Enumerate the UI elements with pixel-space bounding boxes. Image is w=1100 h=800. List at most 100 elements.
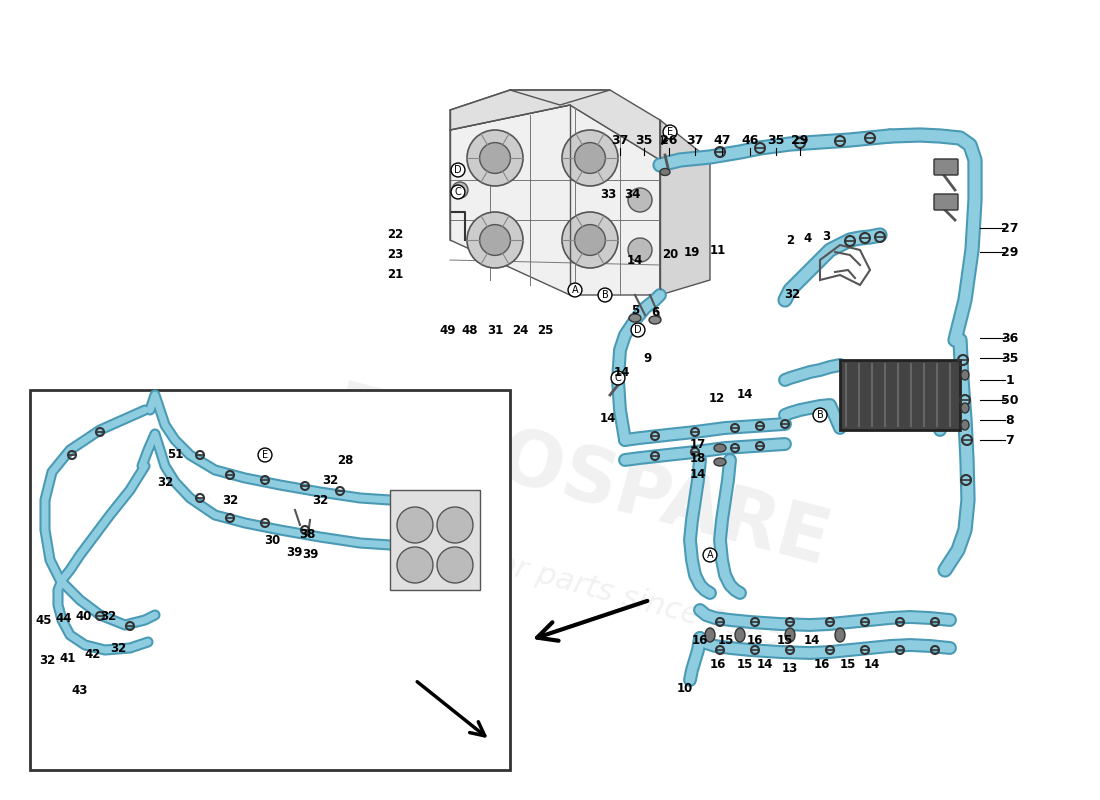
- Ellipse shape: [735, 628, 745, 642]
- Text: 22: 22: [387, 229, 403, 242]
- Text: 32: 32: [157, 477, 173, 490]
- Text: 46: 46: [741, 134, 759, 146]
- Text: 8: 8: [1005, 414, 1014, 426]
- Text: 37: 37: [612, 134, 629, 146]
- Text: 21: 21: [387, 269, 403, 282]
- Text: 39: 39: [286, 546, 302, 558]
- Text: 50: 50: [1001, 394, 1019, 406]
- Text: 3: 3: [822, 230, 830, 242]
- Text: 14: 14: [614, 366, 630, 378]
- Text: 4: 4: [804, 231, 812, 245]
- Ellipse shape: [961, 403, 969, 413]
- Text: 23: 23: [387, 249, 403, 262]
- Circle shape: [397, 507, 433, 543]
- Text: 29: 29: [1001, 246, 1019, 258]
- Text: 25: 25: [537, 323, 553, 337]
- Text: 41: 41: [59, 651, 76, 665]
- Text: 32: 32: [110, 642, 126, 654]
- Text: D: D: [635, 325, 641, 335]
- Text: B: B: [816, 410, 824, 420]
- Text: 7: 7: [1005, 434, 1014, 446]
- Ellipse shape: [649, 316, 661, 324]
- Ellipse shape: [660, 169, 670, 175]
- Text: 47: 47: [713, 134, 730, 146]
- Circle shape: [628, 188, 652, 212]
- Text: 51: 51: [167, 449, 184, 462]
- Text: 5: 5: [631, 303, 639, 317]
- Text: 6: 6: [651, 306, 659, 318]
- Ellipse shape: [961, 420, 969, 430]
- Circle shape: [480, 142, 510, 174]
- Circle shape: [562, 212, 618, 268]
- Text: 35: 35: [1001, 351, 1019, 365]
- Text: C: C: [454, 187, 461, 197]
- Text: 34: 34: [624, 189, 640, 202]
- Text: 11: 11: [710, 243, 726, 257]
- Text: 43: 43: [72, 683, 88, 697]
- Text: B: B: [602, 290, 608, 300]
- Circle shape: [437, 547, 473, 583]
- Text: 49: 49: [440, 323, 456, 337]
- Text: 48: 48: [462, 323, 478, 337]
- Polygon shape: [660, 120, 710, 295]
- Circle shape: [437, 507, 473, 543]
- Polygon shape: [390, 490, 480, 590]
- Text: 16: 16: [692, 634, 708, 646]
- Circle shape: [574, 142, 605, 174]
- Text: 16: 16: [814, 658, 830, 671]
- Text: 24: 24: [512, 323, 528, 337]
- Text: 10: 10: [676, 682, 693, 694]
- Text: 35: 35: [768, 134, 784, 146]
- Circle shape: [562, 130, 618, 186]
- Text: 32: 32: [222, 494, 238, 506]
- Text: 14: 14: [757, 658, 773, 671]
- Text: 14: 14: [690, 469, 706, 482]
- Ellipse shape: [629, 314, 641, 322]
- FancyBboxPatch shape: [934, 194, 958, 210]
- Ellipse shape: [961, 370, 969, 380]
- FancyBboxPatch shape: [934, 159, 958, 175]
- Text: 35: 35: [636, 134, 652, 146]
- Text: 12: 12: [708, 391, 725, 405]
- Text: 38: 38: [299, 527, 316, 541]
- Text: 40: 40: [76, 610, 92, 623]
- Text: 18: 18: [690, 451, 706, 465]
- Bar: [840, 360, 960, 430]
- Text: A: A: [572, 285, 579, 295]
- Circle shape: [468, 212, 522, 268]
- Text: 32: 32: [322, 474, 338, 486]
- Text: 31: 31: [487, 323, 503, 337]
- Circle shape: [397, 547, 433, 583]
- Text: 16: 16: [710, 658, 726, 671]
- Polygon shape: [450, 105, 660, 295]
- Circle shape: [452, 182, 468, 198]
- Text: a passion for parts since 1985: a passion for parts since 1985: [333, 506, 786, 654]
- Ellipse shape: [785, 628, 795, 642]
- Ellipse shape: [714, 444, 726, 452]
- Ellipse shape: [705, 628, 715, 642]
- Text: 15: 15: [777, 634, 793, 646]
- Text: 45: 45: [35, 614, 53, 626]
- Text: 15: 15: [839, 658, 856, 671]
- Text: 17: 17: [690, 438, 706, 450]
- Polygon shape: [450, 90, 660, 160]
- Text: 15: 15: [718, 634, 734, 646]
- Text: 39: 39: [301, 549, 318, 562]
- Text: 20: 20: [662, 249, 678, 262]
- Text: 42: 42: [85, 649, 101, 662]
- Text: 14: 14: [864, 658, 880, 671]
- Text: 32: 32: [784, 289, 800, 302]
- Text: 14: 14: [804, 634, 821, 646]
- Circle shape: [480, 225, 510, 255]
- Text: 28: 28: [337, 454, 353, 466]
- Text: 36: 36: [1001, 331, 1019, 345]
- Text: D: D: [454, 165, 462, 175]
- Text: A: A: [706, 550, 713, 560]
- Text: 30: 30: [264, 534, 280, 546]
- Circle shape: [468, 130, 522, 186]
- Text: E: E: [667, 127, 673, 137]
- Text: 33: 33: [600, 189, 616, 202]
- Text: 37: 37: [686, 134, 704, 146]
- Circle shape: [574, 225, 605, 255]
- Text: 44: 44: [56, 611, 73, 625]
